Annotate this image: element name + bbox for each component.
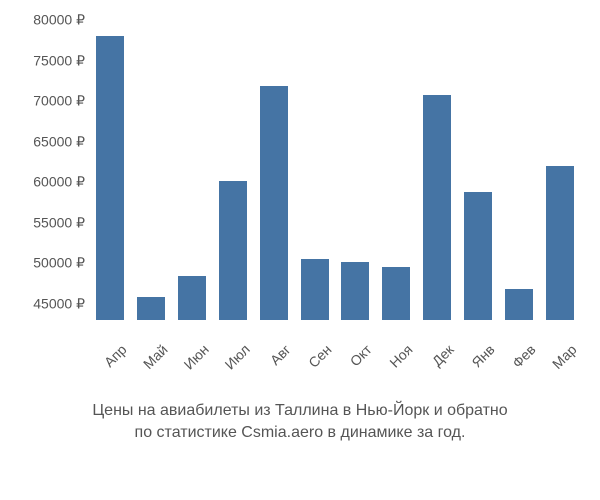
x-tick-label: Сен: [303, 341, 334, 372]
y-tick-label: 65000 ₽: [0, 133, 85, 150]
bar-nov: [382, 267, 410, 320]
x-tick-label: Дек: [426, 341, 457, 372]
caption-line-1: Цены на авиабилеты из Таллина в Нью-Йорк…: [92, 402, 507, 419]
y-tick-label: 45000 ₽: [0, 295, 85, 312]
y-tick-label: 50000 ₽: [0, 255, 85, 272]
bar-feb: [505, 289, 533, 320]
x-tick-label: Апр: [99, 341, 130, 372]
x-tick-label: Янв: [466, 341, 497, 372]
bar-dec: [423, 95, 451, 320]
x-axis: Апр Май Июн Июл Авг Сен Окт Ноя Дек Янв …: [90, 325, 580, 341]
x-tick-label: Мар: [548, 341, 579, 372]
bar-sep: [301, 259, 329, 320]
y-axis: 80000 ₽ 75000 ₽ 70000 ₽ 65000 ₽ 60000 ₽ …: [0, 20, 85, 320]
bar-jan: [464, 192, 492, 320]
x-tick-label: Июн: [181, 341, 212, 372]
y-tick-label: 55000 ₽: [0, 214, 85, 231]
bar-apr: [96, 36, 124, 320]
y-tick-label: 60000 ₽: [0, 174, 85, 191]
bar-may: [137, 297, 165, 320]
plot-area: [90, 20, 580, 320]
x-tick-label: Авг: [262, 341, 293, 372]
bar-jun: [178, 276, 206, 320]
bar-mar: [546, 166, 574, 320]
x-tick-label: Фев: [507, 341, 538, 372]
y-tick-label: 75000 ₽: [0, 52, 85, 69]
bar-aug: [260, 86, 288, 320]
caption-line-2: по статистике Csmia.aero в динамике за г…: [135, 424, 466, 441]
y-tick-label: 80000 ₽: [0, 12, 85, 29]
bars-group: [90, 20, 580, 320]
x-tick-label: Ноя: [385, 341, 416, 372]
y-tick-label: 70000 ₽: [0, 93, 85, 110]
x-tick-label: Июл: [221, 341, 252, 372]
x-tick-label: Окт: [344, 341, 375, 372]
bar-oct: [341, 262, 369, 320]
x-tick-label: Май: [140, 341, 171, 372]
bar-jul: [219, 181, 247, 320]
price-chart: 80000 ₽ 75000 ₽ 70000 ₽ 65000 ₽ 60000 ₽ …: [0, 10, 600, 390]
chart-caption: Цены на авиабилеты из Таллина в Нью-Йорк…: [0, 400, 600, 445]
